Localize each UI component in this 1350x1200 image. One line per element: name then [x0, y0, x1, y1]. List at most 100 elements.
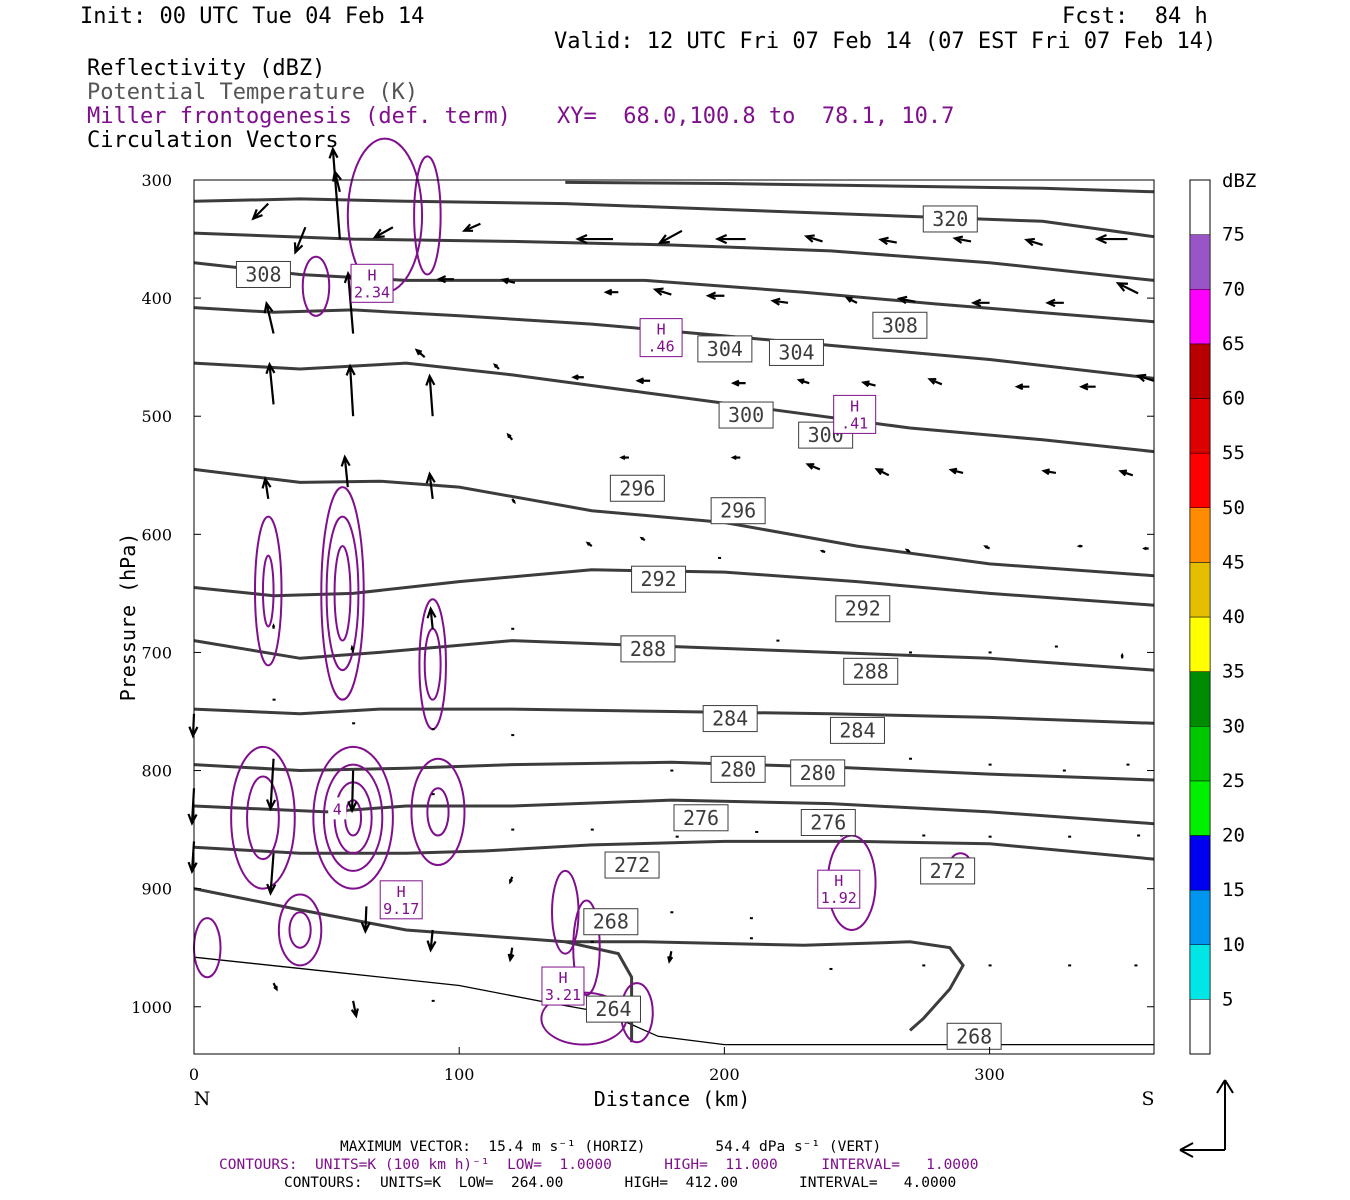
y-tick-label: 300: [141, 171, 172, 190]
circulation-vector: [922, 834, 926, 837]
isentrope-label: 268: [956, 1024, 992, 1048]
isentrope-label: 296: [720, 499, 756, 523]
isentrope-label: 288: [630, 637, 666, 661]
circulation-vector: [988, 964, 992, 967]
isentrope-label-box: [922, 205, 978, 233]
circulation-vector: [948, 467, 964, 475]
circulation-vector: [571, 374, 584, 381]
field-reflectivity: Reflectivity (dBZ): [87, 56, 326, 81]
frontogenesis-max-marker: H: [397, 883, 406, 901]
isentrope-272: [193, 839, 1155, 861]
frontogenesis-max-value: 3.21: [545, 986, 581, 1004]
circulation-vector: [1126, 763, 1130, 766]
frontogenesis-max-box: [350, 263, 394, 303]
frontogenesis-contour: [193, 917, 222, 979]
isentrope-label-box: [946, 1022, 1002, 1050]
isentrope-label: 292: [845, 597, 881, 621]
circulation-vector: [425, 373, 436, 417]
isentrope-label-box: [697, 335, 753, 363]
circulation-vector: [952, 235, 972, 244]
isentrope-292: [193, 568, 1155, 607]
circulation-vector: [796, 378, 810, 385]
isentrope-label: 308: [882, 313, 918, 337]
isentrope-label: 320: [932, 207, 968, 231]
isentrope-label-box: [609, 474, 665, 502]
frontogenesis-contour: [413, 155, 442, 276]
colorbar-swatch: [1189, 726, 1211, 782]
circulation-vector: [874, 468, 890, 477]
circulation-vector: [603, 288, 619, 296]
x-axis-title: Distance (km): [594, 1087, 751, 1111]
circulation-vector: [511, 828, 515, 831]
circulation-vector: [652, 287, 672, 296]
circulation-vector: [705, 291, 725, 300]
circulation-vector: [372, 226, 394, 239]
isentrope-label-box: [718, 401, 774, 429]
circulation-vector: [1045, 298, 1064, 308]
circulation-vector: [425, 471, 436, 500]
isentrope-label: 284: [839, 718, 875, 742]
colorbar-swatch: [1189, 398, 1211, 454]
circulation-vector: [670, 769, 674, 772]
x-tick-label: 100: [444, 1065, 475, 1084]
colorbar-swatch: [1189, 507, 1211, 563]
circulation-vector: [730, 379, 746, 387]
colorbar-swatch: [1189, 835, 1211, 891]
colorbar-swatch: [1189, 452, 1211, 508]
colorbar-label: 35: [1222, 661, 1245, 683]
circulation-vector: [635, 377, 651, 385]
frontogenesis-max-marker: H: [834, 872, 843, 890]
colorbar-swatch: [1189, 234, 1211, 290]
isentrope-label-box: [583, 908, 639, 936]
colorbar-label: 25: [1222, 770, 1245, 792]
frontogenesis-contour: [320, 486, 365, 701]
isentrope-label: 288: [853, 659, 889, 683]
isentrope-label-box: [710, 755, 766, 783]
y-axis-title: Pressure (hPa): [116, 533, 140, 702]
frontogenesis-contour: [322, 763, 384, 872]
valid-time: Valid: 12 UTC Fri 07 Feb 14 (07 EST Fri …: [554, 29, 1217, 54]
frontogenesis-max-marker: H: [850, 397, 859, 415]
field-frontogenesis: Miller frontogenesis (def. term): [87, 104, 511, 129]
circulation-vector: [670, 911, 674, 914]
circulation-vector: [350, 644, 355, 653]
frontogenesis-contour: [301, 255, 331, 317]
isentrope-label-box: [235, 260, 291, 288]
isentrope-label-box: [620, 635, 676, 663]
circulation-vector: [265, 361, 276, 405]
circulation-vector: [619, 455, 629, 460]
circulation-vector: [805, 463, 821, 471]
max-vector-key: [1179, 1079, 1234, 1158]
footer-theta-contours: CONTOURS: UNITS=K LOW= 264.00 HIGH= 412.…: [284, 1175, 957, 1191]
frontogenesis-max-value: 1.92: [821, 889, 857, 907]
circulation-vector: [718, 556, 722, 559]
isentrope-312: [193, 231, 1155, 282]
isentrope-label: 280: [720, 757, 756, 781]
x-tick-label: 0: [189, 1065, 199, 1084]
circulation-vector: [988, 835, 992, 838]
frontogenesis-max-value: 9.17: [383, 900, 419, 918]
circulation-vector: [251, 202, 270, 221]
isentrope-label: 264: [595, 997, 631, 1021]
isentrope-268: [193, 887, 965, 1032]
circulation-vector: [755, 830, 759, 833]
circulation-vector: [988, 763, 992, 766]
axes-layer: 300 400 500 600 700 800 900 1000 0 100 200 300 Dista…: [116, 171, 1155, 1111]
isentrope-label: 292: [641, 567, 677, 591]
isentrope-label: 272: [930, 859, 966, 883]
colorbar-label: 55: [1222, 442, 1245, 464]
isentrope-label: 300: [728, 403, 764, 427]
frontogenesis-max-marker: H: [368, 266, 377, 284]
vectors-layer: [187, 146, 1155, 1019]
footer-max-vector: MAXIMUM VECTOR: 15.4 m s⁻¹ (HORIZ) 54.4 …: [340, 1139, 882, 1155]
isentropes-layer: [193, 180, 1155, 1046]
circulation-vector: [188, 713, 199, 739]
circulation-vector: [909, 757, 913, 760]
circulation-vector: [575, 234, 614, 245]
field-theta: Potential Temperature (K): [87, 80, 419, 105]
colorbar-label: 65: [1222, 333, 1245, 355]
isentrope-288: [193, 639, 1155, 672]
circulation-vector: [431, 793, 435, 796]
frontogenesis-contour: [277, 893, 323, 967]
